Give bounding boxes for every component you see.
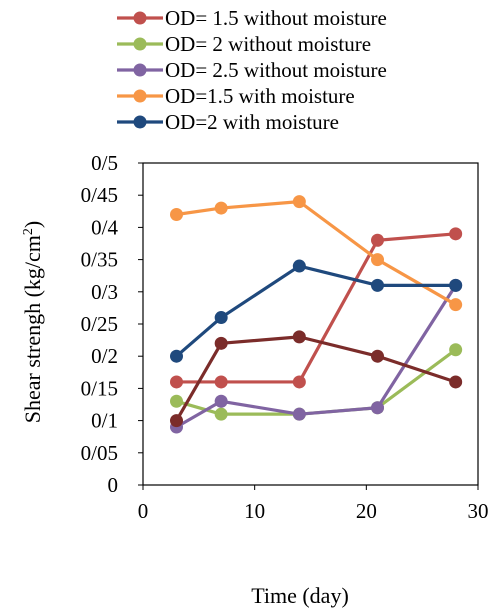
legend-marker-3 <box>133 63 147 77</box>
y-axis-label: Shear strengh (kg/cm2) <box>20 221 45 424</box>
x-tick-label: 20 <box>356 499 377 523</box>
data-point-6 <box>170 414 183 428</box>
data-point-5 <box>292 259 306 273</box>
series-line-4 <box>176 200 457 307</box>
data-point-2 <box>170 394 183 408</box>
data-point-6 <box>214 336 228 350</box>
legend-marker-4 <box>133 89 147 103</box>
legend-label-3: OD= 2.5 without moisture <box>165 58 387 82</box>
data-point-4 <box>292 195 306 209</box>
data-point-4 <box>170 208 183 222</box>
x-tick-label: 10 <box>244 499 265 523</box>
x-tick-label: 0 <box>138 499 149 523</box>
data-point-6 <box>371 349 384 363</box>
y-tick-label: 0/35 <box>81 248 118 272</box>
y-tick-label: 0/45 <box>81 183 118 207</box>
data-point-5 <box>449 278 463 292</box>
data-point-1 <box>371 233 384 247</box>
data-point-4 <box>214 201 228 215</box>
data-point-4 <box>371 253 384 267</box>
legend-marker-2 <box>133 37 147 51</box>
data-point-3 <box>214 394 228 408</box>
legend-label-4: OD=1.5 with moisture <box>165 84 355 108</box>
data-point-3 <box>292 407 306 421</box>
legend-label-5: OD=2 with moisture <box>165 110 339 134</box>
data-point-2 <box>449 343 463 357</box>
y-tick-label: 0/5 <box>91 151 118 175</box>
x-tick-label: 30 <box>468 499 489 523</box>
y-axis-label-main: Shear strengh (kg/cm <box>20 235 45 423</box>
y-tick-label: 0/2 <box>91 344 118 368</box>
plot-area <box>170 195 463 434</box>
data-point-5 <box>371 278 384 292</box>
y-tick-label: 0/3 <box>91 280 118 304</box>
legend-label-1: OD= 1.5 without moisture <box>165 6 387 30</box>
legend-marker-1 <box>133 11 147 25</box>
data-point-3 <box>371 401 384 415</box>
axes: 0 0/05 0/1 0/15 0/2 0/25 0/3 0/35 0/4 0/45 0/5 0 10 2… <box>81 151 489 523</box>
x-axis-label: Time (day) <box>251 583 349 608</box>
y-tick-label: 0 <box>108 473 119 497</box>
series-line-1 <box>176 232 456 384</box>
legend-label-2: OD= 2 without moisture <box>165 32 371 56</box>
y-axis-label-close: ) <box>20 221 45 228</box>
y-axis-label-superscript: 2 <box>21 228 36 235</box>
y-tick-label: 0/25 <box>81 312 118 336</box>
y-tick-label: 0/4 <box>91 215 118 239</box>
data-point-1 <box>170 375 183 389</box>
data-point-6 <box>292 330 306 344</box>
data-point-1 <box>214 375 228 389</box>
data-point-4 <box>449 298 463 312</box>
y-tick-label: 0/1 <box>91 409 118 433</box>
y-tick-label: 0/05 <box>81 441 118 465</box>
data-point-5 <box>170 349 183 363</box>
legend-marker-5 <box>133 115 147 129</box>
y-tick-label: 0/15 <box>81 376 118 400</box>
data-point-1 <box>292 375 306 389</box>
data-point-6 <box>449 375 463 389</box>
data-point-1 <box>449 227 463 241</box>
data-point-2 <box>214 407 228 421</box>
data-point-5 <box>214 311 228 325</box>
